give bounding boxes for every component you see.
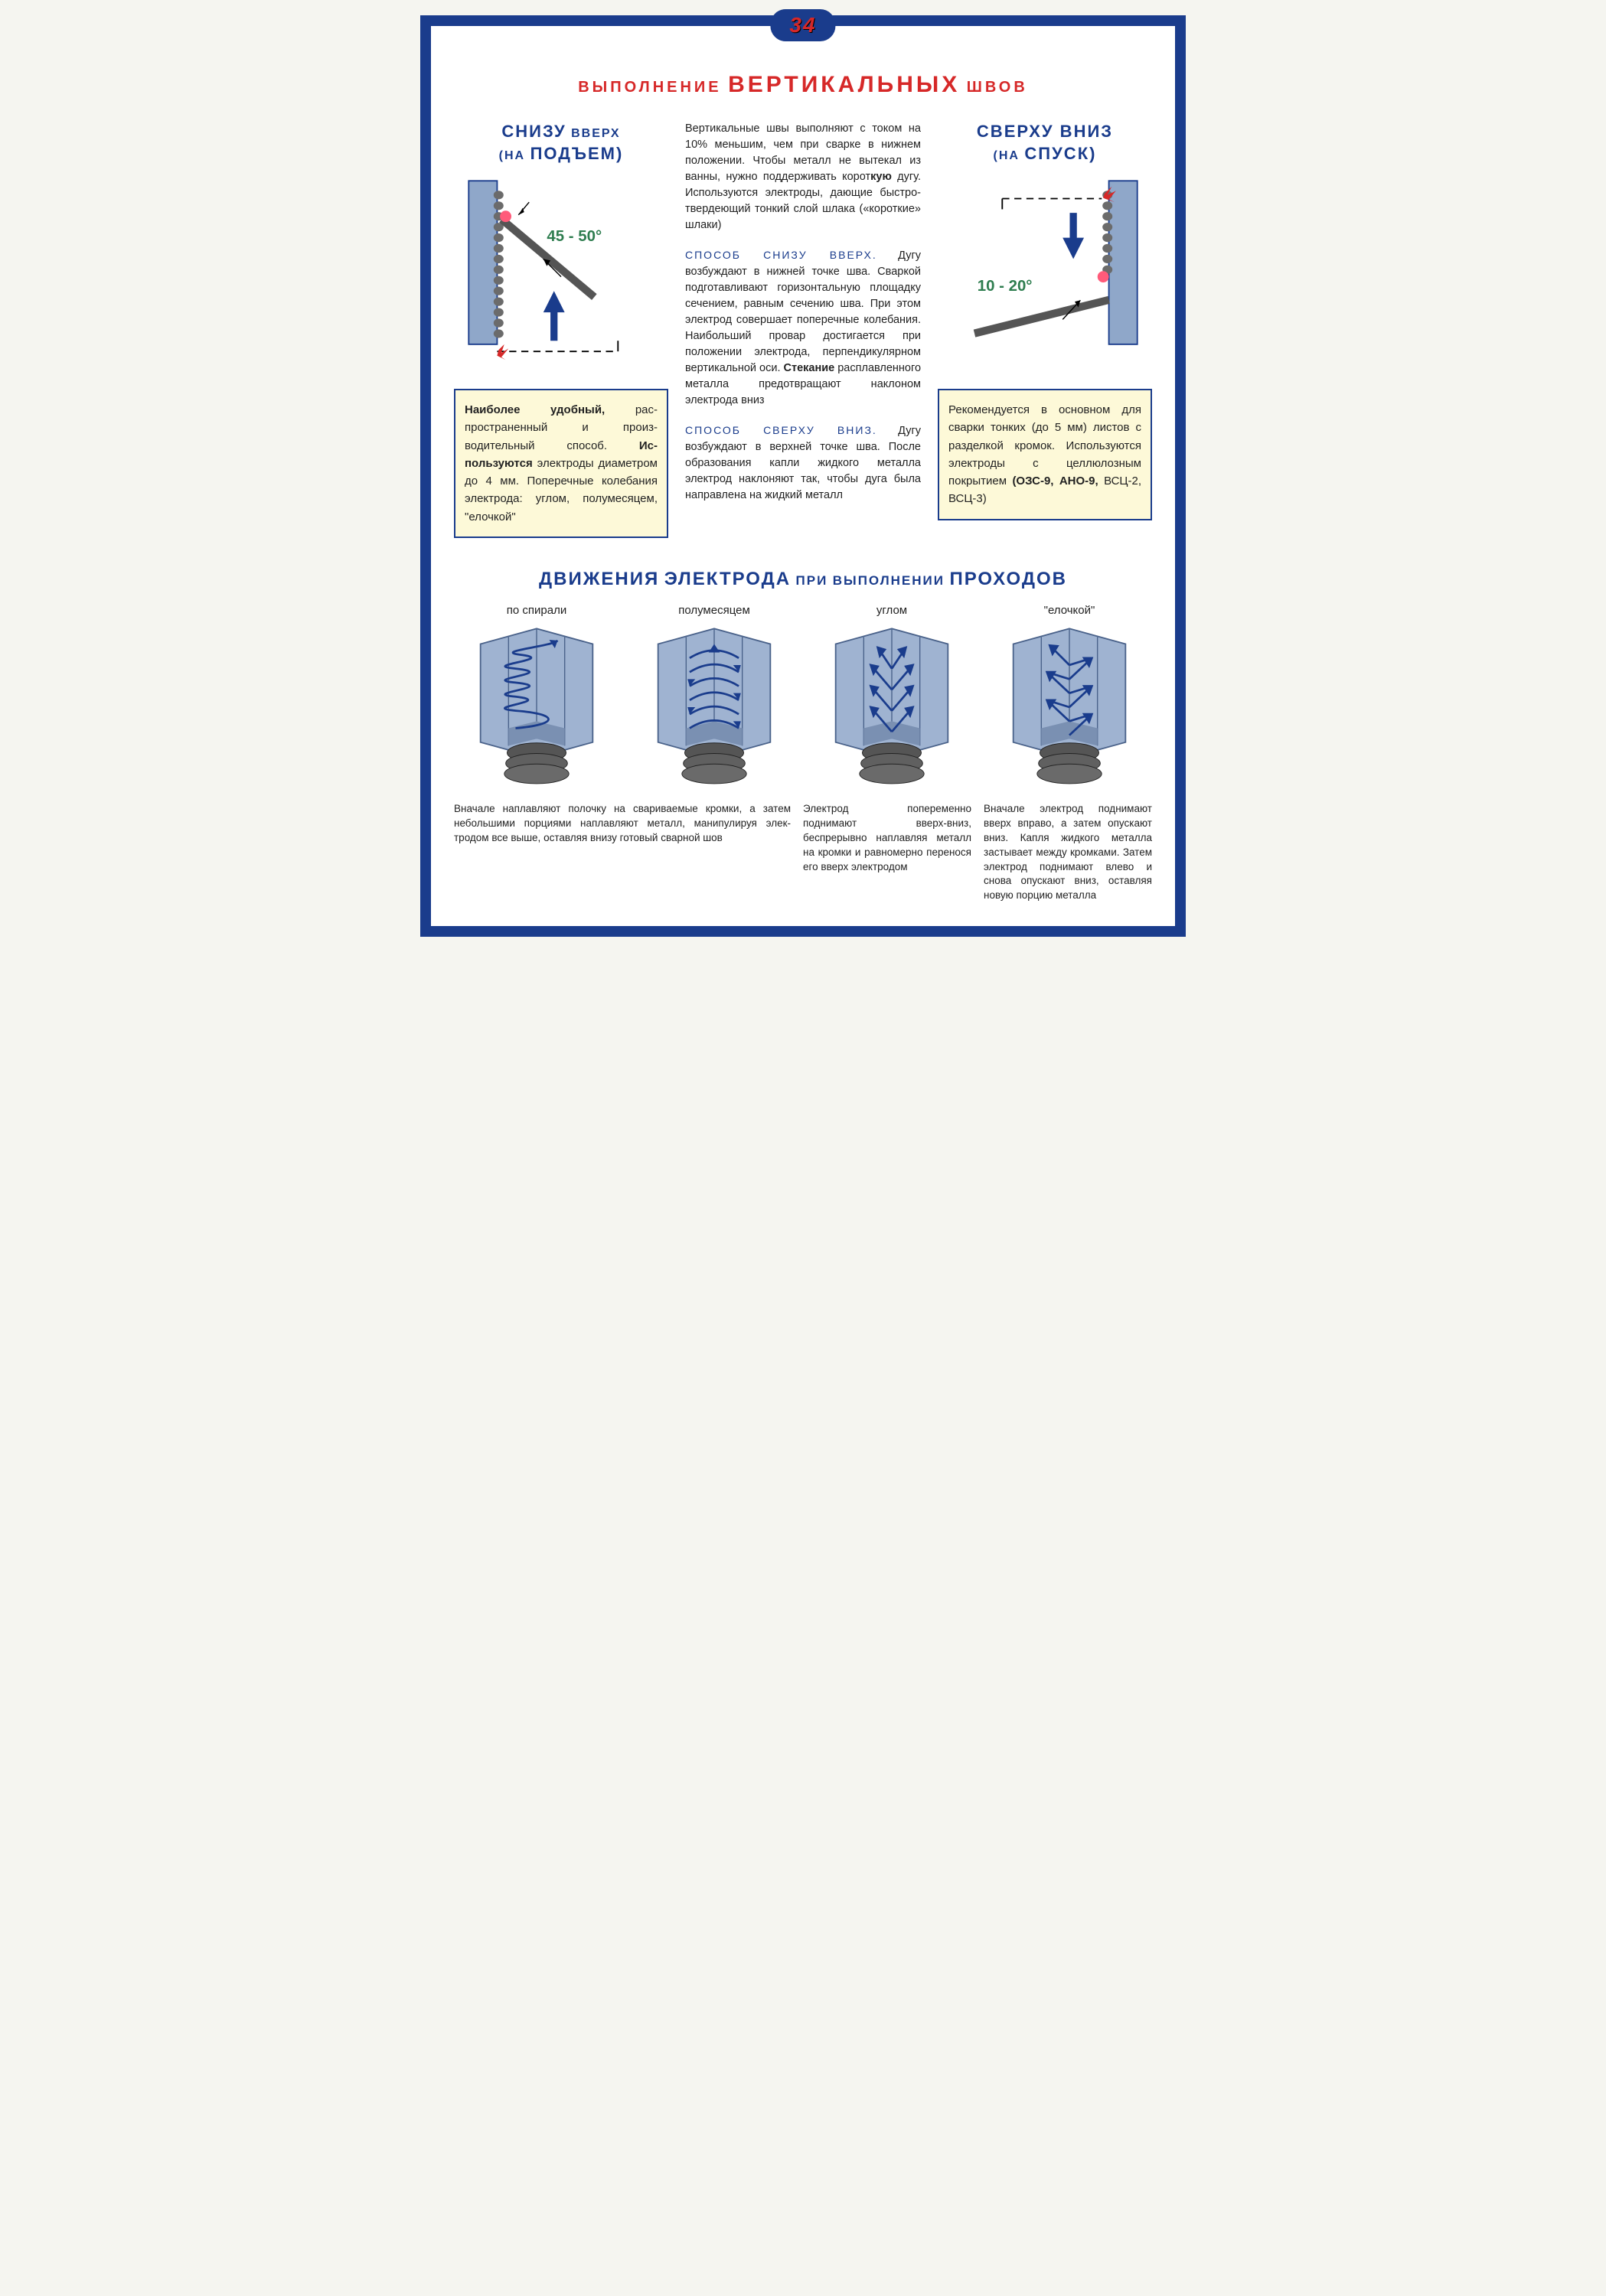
col-right: СВЕРХУ ВНИЗ (НА СПУСК) xyxy=(938,121,1152,538)
center-p2-body: Дугу возбуждают в нижней точке шва. Свар… xyxy=(685,249,921,406)
right-diagram: 10 - 20° xyxy=(938,174,1152,373)
s2-w5: ПРОХОДОВ xyxy=(949,569,1067,589)
caption-row: Вначале наплавляют полочку на сварива­ем… xyxy=(454,802,1152,903)
page-number: 34 xyxy=(789,13,816,37)
page-frame: 34 ВЫПОЛНЕНИЕ ВЕРТИКАЛЬНЫХ ШВОВ СНИЗУ ВВ… xyxy=(420,15,1186,937)
right-heading: СВЕРХУ ВНИЗ (НА СПУСК) xyxy=(938,121,1152,165)
caption-1: Вначале наплавляют полочку на сварива­ем… xyxy=(454,802,791,903)
pattern-svg-crescent xyxy=(632,623,797,791)
pattern-spiral: по спирали xyxy=(454,604,619,791)
s2-w4: ВЫПОЛНЕНИИ xyxy=(833,573,945,588)
center-p2-lead: СПОСОБ СНИЗУ ВВЕРХ. xyxy=(685,249,877,261)
right-h-2b: СПУСК) xyxy=(1024,144,1096,163)
s2-w3: ПРИ xyxy=(796,573,828,588)
left-info-box: Наиболее удобный, рас­пространенный и пр… xyxy=(454,389,668,538)
page-number-badge: 34 xyxy=(770,9,835,41)
left-h-1b: ВВЕРХ xyxy=(571,127,621,140)
svg-text:10 - 20°: 10 - 20° xyxy=(978,278,1033,295)
center-p1: Вертикальные швы выпол­няют с током на 1… xyxy=(685,121,921,233)
pattern-row: по спирали xyxy=(454,604,1152,791)
title-w2: ВЕРТИКАЛЬНЫХ xyxy=(728,72,960,97)
pattern-svg-angle xyxy=(809,623,974,791)
left-heading: СНИЗУ ВВЕРХ (НА ПОДЪЕМ) xyxy=(454,121,668,165)
left-diagram: 45 - 50° xyxy=(454,174,668,373)
left-h-2a: (НА xyxy=(499,149,525,162)
right-h-1: СВЕРХУ ВНИЗ xyxy=(977,122,1113,141)
pattern-herringbone: "елочкой" xyxy=(987,604,1152,791)
center-p3-body: Дугу возбуждают в верхней точке шва. Пос… xyxy=(685,425,921,501)
section2-title: ДВИЖЕНИЯ ЭЛЕКТРОДА ПРИ ВЫПОЛНЕНИИ ПРОХОД… xyxy=(454,569,1152,590)
right-info-box: Рекомендуется в основ­ном для сварки тон… xyxy=(938,389,1152,520)
caption-2: Электрод поперемен­но поднимают вверх-вн… xyxy=(803,802,971,903)
title-w1: ВЫПОЛНЕНИЕ xyxy=(578,79,721,96)
s2-w1: ДВИЖЕНИЯ xyxy=(539,569,659,589)
pattern-svg-herringbone xyxy=(987,623,1152,791)
center-p3-lead: СПОСОБ СВЕРХУ ВНИЗ. xyxy=(685,424,877,436)
svg-text:45 - 50°: 45 - 50° xyxy=(547,228,602,245)
left-h-1a: СНИЗУ xyxy=(501,122,566,141)
col-left: СНИЗУ ВВЕРХ (НА ПОДЪЕМ) xyxy=(454,121,668,538)
right-h-2a: (НА xyxy=(994,149,1020,162)
pattern-angle: углом xyxy=(809,604,974,791)
pattern-label-3: "елочкой" xyxy=(1044,604,1095,617)
pattern-label-2: углом xyxy=(876,604,907,617)
pattern-crescent: полумесяцем xyxy=(632,604,797,791)
pattern-label-0: по спирали xyxy=(507,604,566,617)
main-title: ВЫПОЛНЕНИЕ ВЕРТИКАЛЬНЫХ ШВОВ xyxy=(454,72,1152,98)
center-p2: СПОСОБ СНИЗУ ВВЕРХ. Дугу возбуждают в ни… xyxy=(685,247,921,409)
pattern-svg-spiral xyxy=(454,623,619,791)
left-h-2b: ПОДЪЕМ) xyxy=(530,144,624,163)
s2-w2: ЭЛЕКТРОДА xyxy=(664,569,791,589)
col-center: Вертикальные швы выпол­няют с током на 1… xyxy=(685,121,921,538)
caption-3: Вначале электрод под­нимают вверх вправо… xyxy=(984,802,1152,903)
pattern-label-1: полумесяцем xyxy=(678,604,750,617)
center-p3: СПОСОБ СВЕРХУ ВНИЗ. Дугу возбуждают в ве… xyxy=(685,422,921,504)
top-columns: СНИЗУ ВВЕРХ (НА ПОДЪЕМ) xyxy=(454,121,1152,538)
title-w3: ШВОВ xyxy=(967,79,1028,96)
